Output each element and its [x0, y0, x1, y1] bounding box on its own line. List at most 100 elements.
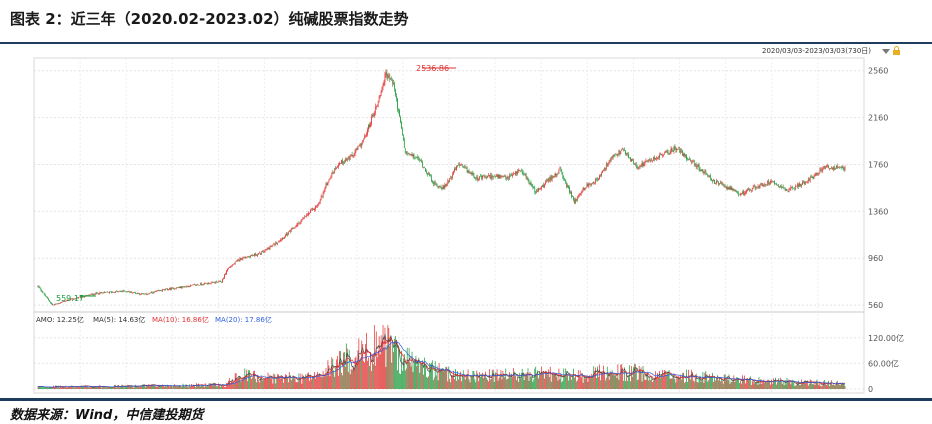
candle	[488, 173, 489, 177]
candle-body	[111, 291, 112, 293]
source-note: 数据来源：Wind，中信建投期货	[10, 408, 204, 423]
volume-bar	[406, 347, 408, 389]
volume-bar	[498, 377, 500, 389]
date-range-control[interactable]: 2020/03/03-2023/03/03(730日)	[762, 46, 900, 56]
volume-bar	[64, 387, 66, 389]
candle	[320, 194, 322, 201]
candle	[511, 172, 512, 177]
candle-body	[486, 177, 487, 179]
candle	[175, 287, 177, 290]
candle	[306, 213, 308, 218]
candle	[424, 166, 425, 169]
candle-body	[394, 83, 395, 89]
candle-body	[641, 162, 643, 167]
legend-ma10: MA(10): 16.86亿	[152, 315, 209, 324]
candle-body	[737, 191, 739, 193]
candle	[690, 158, 691, 162]
candle	[452, 172, 453, 180]
candle	[284, 236, 285, 239]
candle-body	[718, 183, 720, 185]
volume-bar	[436, 366, 438, 389]
volume-bar	[56, 387, 58, 389]
volume-bar	[137, 386, 138, 389]
candle	[607, 162, 609, 167]
candle-body	[468, 170, 470, 173]
candle	[63, 300, 65, 303]
candle	[715, 182, 716, 185]
candle-body	[197, 284, 198, 286]
candle-body	[334, 168, 336, 173]
candle	[601, 171, 602, 178]
candle-body	[98, 293, 100, 295]
candle-body	[577, 195, 579, 197]
candle	[592, 182, 594, 185]
volume-bar	[527, 368, 529, 389]
dropdown-caret-icon[interactable]	[882, 49, 890, 54]
candle-body	[526, 177, 528, 179]
candle-body	[464, 166, 466, 168]
candle	[285, 233, 286, 238]
candle-body	[841, 166, 843, 168]
candle	[171, 287, 173, 289]
title-rule	[0, 42, 932, 44]
candle-body	[632, 159, 633, 160]
candle-body	[612, 155, 614, 158]
volume-bar	[250, 376, 251, 389]
candle	[738, 191, 740, 197]
candle	[655, 157, 656, 161]
candle	[317, 202, 319, 207]
candle-body	[828, 165, 829, 169]
candle-body	[597, 178, 598, 180]
candle	[799, 181, 800, 188]
candle	[617, 153, 619, 158]
candle-body	[211, 281, 213, 283]
candle-body	[462, 166, 464, 167]
volume-bar	[212, 385, 214, 389]
candle-body	[408, 152, 410, 155]
volume-bar	[503, 375, 505, 389]
volume-bar	[173, 384, 175, 389]
candle-body	[509, 175, 510, 179]
candle-body	[407, 153, 409, 155]
volume-bar	[666, 371, 668, 389]
candle	[589, 182, 591, 185]
volume-bar	[695, 373, 697, 389]
candle-body	[776, 183, 777, 185]
candle-body	[469, 172, 471, 174]
candle	[194, 283, 195, 286]
candle	[595, 177, 597, 185]
candle-body	[603, 169, 604, 171]
volume-bar	[441, 368, 443, 389]
candle	[587, 182, 589, 187]
candle	[645, 158, 647, 163]
volume-bar	[829, 386, 830, 389]
candle-body	[63, 301, 65, 302]
lock-icon[interactable]	[893, 46, 900, 56]
candle-body	[137, 293, 138, 294]
volume-bar	[650, 380, 652, 389]
candle-body	[94, 294, 96, 295]
volume-bar	[539, 371, 540, 389]
candle	[218, 280, 220, 283]
candle	[526, 175, 528, 180]
candle	[647, 159, 649, 163]
volume-bar	[116, 386, 118, 389]
candle-body	[337, 166, 338, 168]
candle	[296, 222, 298, 228]
candle	[578, 193, 580, 198]
candle-body	[537, 190, 539, 192]
volume-bar	[119, 386, 121, 389]
candle-body	[352, 155, 354, 157]
volume-bar	[690, 369, 692, 389]
candle-body	[296, 224, 298, 227]
candle-body	[687, 158, 688, 160]
volume-bar	[661, 369, 663, 389]
volume-bar	[512, 376, 513, 389]
candle	[162, 288, 164, 292]
candle	[350, 154, 352, 157]
volume-bar	[168, 385, 169, 389]
candle-body	[809, 177, 811, 182]
candle	[666, 149, 668, 154]
candle-body	[440, 186, 442, 189]
